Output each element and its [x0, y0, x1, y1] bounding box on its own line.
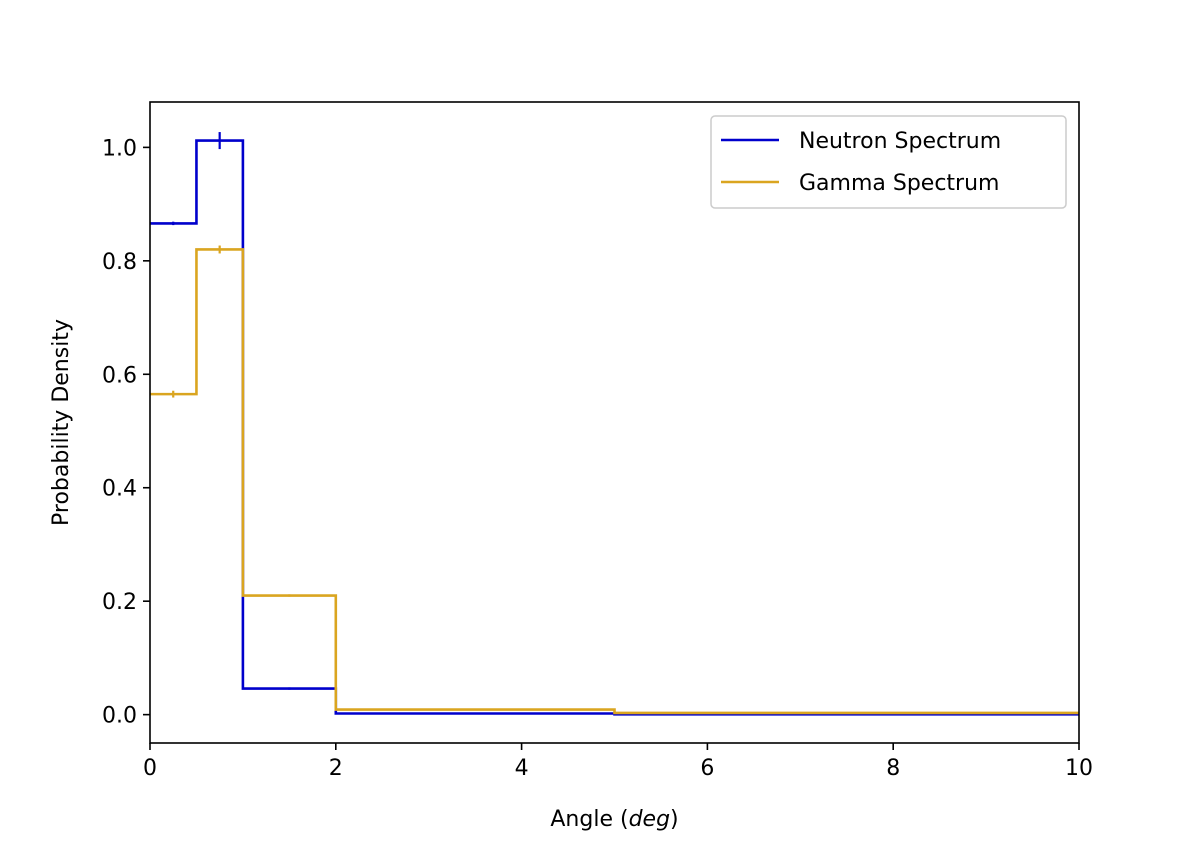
y-tick-label: 0.8	[102, 250, 137, 275]
y-axis: 0.0 0.2 0.4 0.6 0.8 1.0	[102, 136, 150, 729]
series-layer	[150, 132, 1079, 716]
y-tick-label: 0.4	[102, 477, 137, 502]
y-tick-label: 0.2	[102, 590, 137, 615]
legend-label: Neutron Spectrum	[799, 129, 1001, 154]
x-axis-label: Angle (deg)	[550, 807, 678, 832]
legend-label: Gamma Spectrum	[799, 171, 999, 196]
x-tick-label: 4	[515, 756, 529, 781]
x-tick-label: 0	[143, 756, 157, 781]
x-tick-label: 2	[329, 756, 343, 781]
legend-box	[710, 115, 1067, 209]
y-tick-label: 0.6	[102, 363, 137, 388]
x-axis: 0 2 4 6 8 10	[143, 743, 1093, 781]
y-axis-label: Probability Density	[49, 319, 74, 526]
x-tick-label: 10	[1065, 756, 1093, 781]
x-tick-label: 6	[700, 756, 714, 781]
plot-frame	[149, 101, 1080, 744]
y-tick-label: 0.0	[102, 704, 137, 729]
y-tick-label: 1.0	[102, 136, 137, 161]
x-tick-label: 8	[886, 756, 900, 781]
legend: Neutron Spectrum Gamma Spectrum	[710, 115, 1067, 209]
series-gamma	[150, 245, 1079, 715]
